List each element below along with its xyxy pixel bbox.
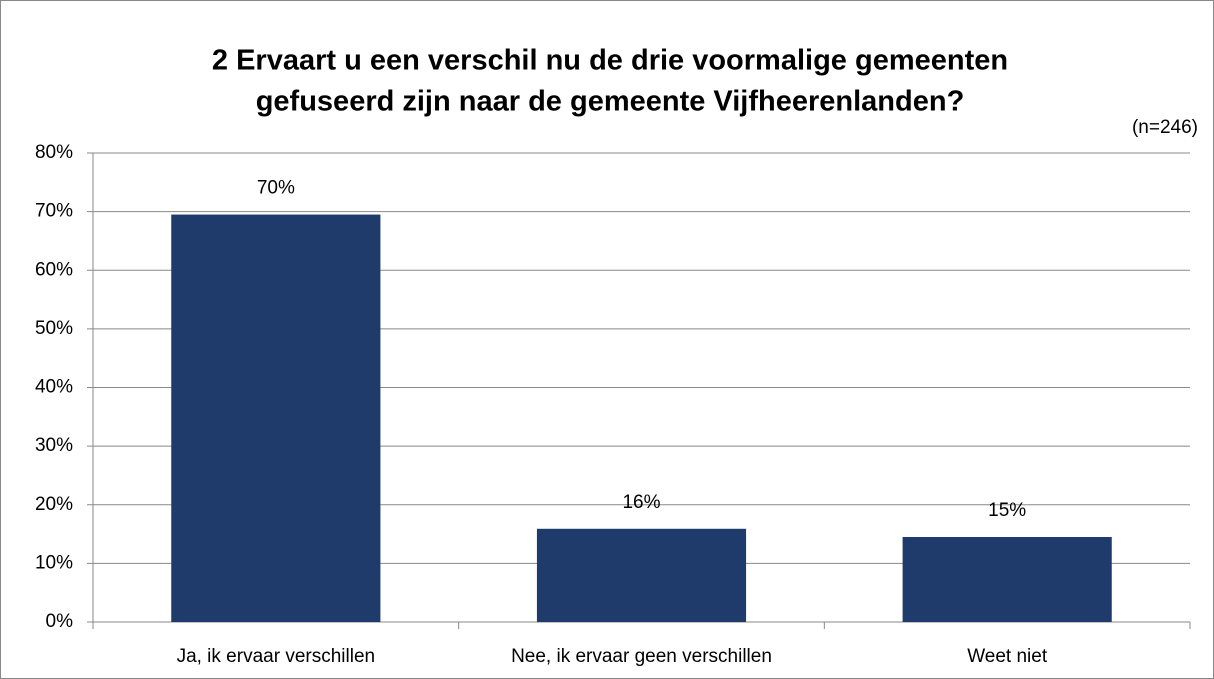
data-label: 16% xyxy=(622,492,660,513)
y-tick-label: 30% xyxy=(35,435,73,456)
y-tick-label: 80% xyxy=(35,142,73,163)
y-tick-label: 70% xyxy=(35,201,73,222)
y-tick-label: 10% xyxy=(35,552,73,573)
sample-size: (n=246) xyxy=(1132,117,1198,138)
data-label: 15% xyxy=(988,500,1026,521)
y-tick-label: 40% xyxy=(35,377,73,398)
chart-title: 2 Ervaart u een verschil nu de drie voor… xyxy=(212,45,1008,77)
y-tick-label: 60% xyxy=(35,259,73,280)
chart-title: gefuseerd zijn naar de gemeente Vijfheer… xyxy=(256,86,965,118)
x-tick-label: Ja, ik ervaar verschillen xyxy=(177,646,376,667)
bar xyxy=(902,536,1112,622)
bar xyxy=(171,214,381,622)
x-tick-label: Nee, ik ervaar geen verschillen xyxy=(511,646,772,667)
bar xyxy=(536,528,747,622)
x-tick-label: Weet niet xyxy=(967,646,1048,667)
y-tick-label: 0% xyxy=(46,611,74,632)
data-label: 70% xyxy=(257,178,295,199)
y-tick-label: 20% xyxy=(35,494,73,515)
y-tick-label: 50% xyxy=(35,318,73,339)
